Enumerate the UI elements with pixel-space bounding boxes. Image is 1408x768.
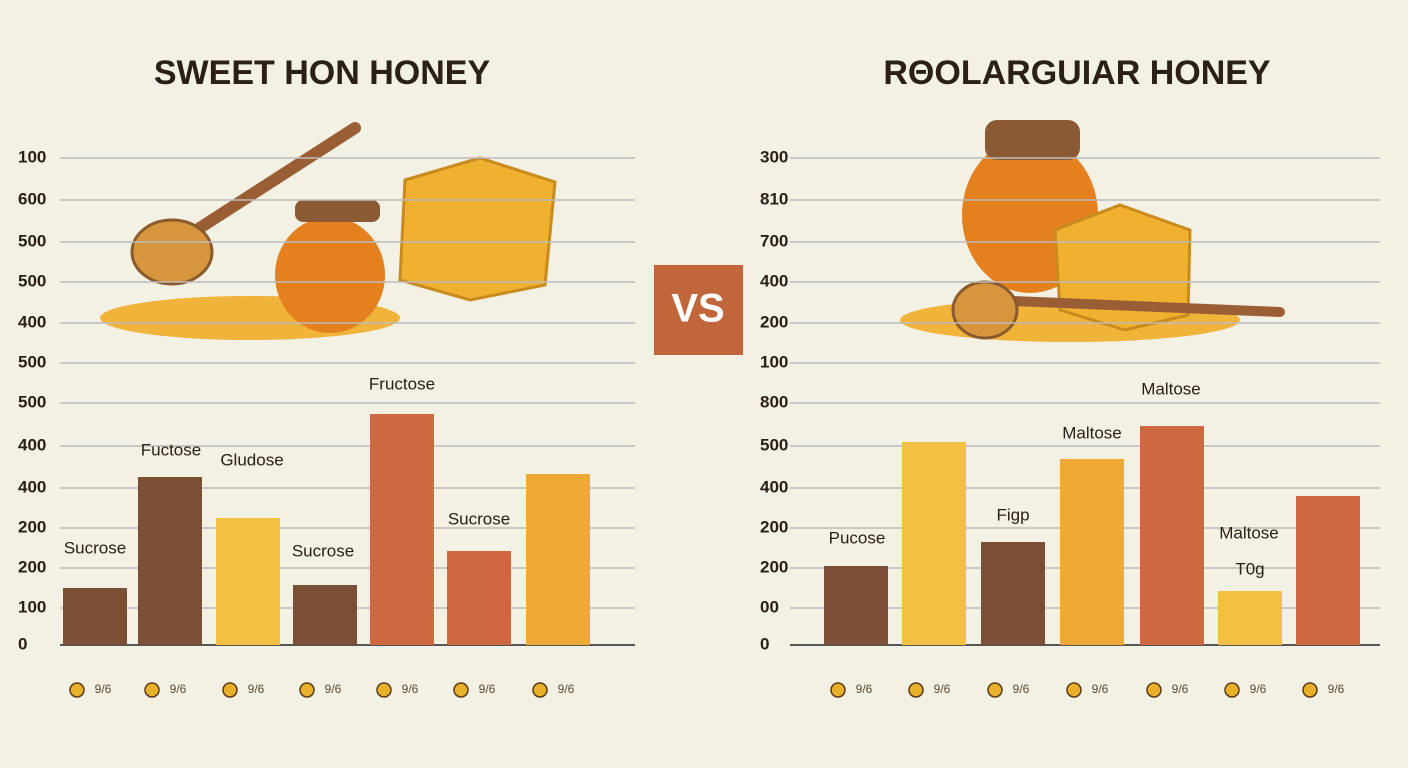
- bee-icon: [987, 682, 1003, 698]
- x-label: 9/6: [1092, 682, 1109, 696]
- axis-label: 400: [760, 271, 788, 290]
- bar: [1218, 591, 1282, 645]
- bar-label: Maltose: [1141, 379, 1201, 398]
- bar-label: Pucose: [829, 528, 886, 547]
- bar-label: T0g: [1235, 559, 1264, 578]
- bee-icon: [1224, 682, 1240, 698]
- axis-label: 700: [760, 231, 788, 250]
- x-label: 9/6: [1172, 682, 1189, 696]
- axis-label: 100: [760, 352, 788, 371]
- x-label: 9/6: [558, 682, 575, 696]
- axis-label: 0: [18, 634, 27, 653]
- axis-label: 400: [18, 435, 46, 454]
- vs-box: [654, 265, 743, 355]
- bee-icon: [908, 682, 924, 698]
- title: RΘOLARGUIAR HONEY: [883, 54, 1271, 92]
- bar-label: Gludose: [220, 450, 283, 469]
- bee-icon: [69, 682, 85, 698]
- x-label: 9/6: [1013, 682, 1030, 696]
- axis-label: 400: [18, 477, 46, 496]
- x-label: 9/6: [402, 682, 419, 696]
- bee-icon: [299, 682, 315, 698]
- bar: [63, 588, 127, 645]
- bee-icon: [222, 682, 238, 698]
- bar-label: Sucrose: [448, 509, 510, 528]
- axis-label: 810: [760, 189, 788, 208]
- axis-label: 400: [18, 312, 46, 331]
- bee-icon: [144, 682, 160, 698]
- axis-label: 100: [18, 147, 46, 166]
- title: SWEET HON HONEY: [154, 54, 491, 92]
- bar: [216, 518, 280, 645]
- bar: [526, 474, 590, 645]
- bar: [1140, 426, 1204, 645]
- bee-icon: [830, 682, 846, 698]
- bee-icon: [1302, 682, 1318, 698]
- bar-label: Sucrose: [292, 541, 354, 560]
- axis-label: 500: [760, 435, 788, 454]
- x-label: 9/6: [856, 682, 873, 696]
- bar: [1060, 459, 1124, 645]
- axis-label: 400: [760, 477, 788, 496]
- bee-icon: [1066, 682, 1082, 698]
- axis-label: 600: [18, 189, 46, 208]
- axis-label: 500: [18, 271, 46, 290]
- axis-label: 00: [760, 597, 779, 616]
- axis-label: 200: [760, 312, 788, 331]
- bar: [138, 477, 202, 645]
- bar-label: Fuctose: [141, 440, 201, 459]
- axis-label: 200: [18, 557, 46, 576]
- x-label: 9/6: [248, 682, 265, 696]
- vs-label: VS: [671, 287, 724, 331]
- bar: [370, 414, 434, 645]
- bee-icon: [453, 682, 469, 698]
- axis-label: 800: [760, 392, 788, 411]
- x-label: 9/6: [95, 682, 112, 696]
- bar-label: Maltose: [1062, 423, 1122, 442]
- bee-icon: [532, 682, 548, 698]
- bar-label: Sucrose: [64, 538, 126, 557]
- x-label: 9/6: [1328, 682, 1345, 696]
- bar: [902, 442, 966, 645]
- bar-label: Maltose: [1219, 523, 1279, 542]
- axis-label: 200: [18, 517, 46, 536]
- bar: [824, 566, 888, 645]
- bar: [981, 542, 1045, 645]
- bar: [447, 551, 511, 645]
- axis-label: 100: [18, 597, 46, 616]
- bar-label: Fructose: [369, 374, 435, 393]
- bar-label: Figp: [996, 505, 1029, 524]
- bee-icon: [376, 682, 392, 698]
- x-label: 9/6: [479, 682, 496, 696]
- x-label: 9/6: [325, 682, 342, 696]
- x-label: 9/6: [1250, 682, 1267, 696]
- axis-label: 200: [760, 557, 788, 576]
- bee-icon: [1146, 682, 1162, 698]
- x-label: 9/6: [170, 682, 187, 696]
- x-label: 9/6: [934, 682, 951, 696]
- bar: [293, 585, 357, 645]
- axis-label: 500: [18, 231, 46, 250]
- axis-label: 200: [760, 517, 788, 536]
- axis-label: 300: [760, 147, 788, 166]
- axis-label: 0: [760, 634, 769, 653]
- axis-label: 500: [18, 392, 46, 411]
- axis-label: 500: [18, 352, 46, 371]
- bar: [1296, 496, 1360, 645]
